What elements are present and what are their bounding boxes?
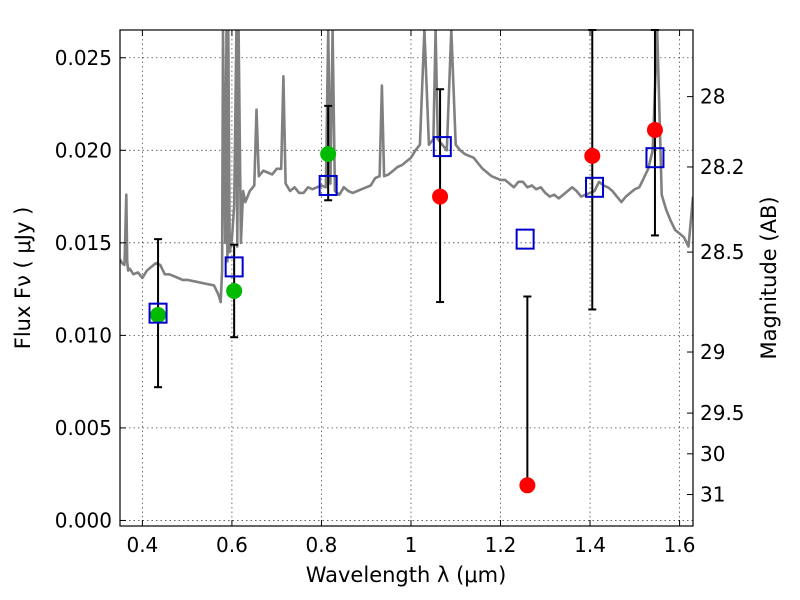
plot-frame	[119, 29, 694, 527]
x-tick-label: 0.6	[216, 533, 248, 557]
y-axis-title: Flux Fν ( μJy )	[11, 207, 35, 350]
y-tick-label: 0.000	[55, 508, 112, 532]
red-data-point	[519, 477, 536, 494]
x-tick-label: 0.8	[306, 533, 338, 557]
y-tick-label: 0.020	[55, 138, 112, 162]
x-tick-label: 1.4	[574, 533, 606, 557]
y2-tick-label: 28.2	[700, 155, 745, 179]
y2-axis-ticks: 28 28.2 28.5 29 29.5 30 31	[687, 85, 745, 507]
y2-axis-title: Magnitude (AB)	[757, 196, 781, 359]
y2-tick-label: 28.5	[700, 240, 745, 264]
y2-tick-label: 30	[700, 442, 725, 466]
green-data-point	[320, 146, 337, 162]
red-data-point	[646, 121, 663, 138]
y-tick-label: 0.005	[55, 416, 112, 440]
model-band-square	[318, 174, 338, 196]
y-tick-label: 0.015	[55, 231, 112, 255]
data-markers	[148, 121, 665, 494]
red-data-point	[432, 188, 449, 205]
model-band-square	[224, 256, 244, 278]
green-data-point	[150, 307, 167, 324]
y2-tick-label: 28	[700, 85, 725, 109]
x-axis-title: Wavelength λ (μm)	[306, 563, 507, 587]
red-data-point	[584, 147, 601, 164]
y2-tick-label: 29.5	[700, 401, 745, 425]
x-tick-label: 0.4	[126, 533, 158, 557]
y2-tick-label: 31	[700, 483, 725, 507]
x-tick-label: 1	[405, 533, 418, 557]
y-tick-label: 0.010	[55, 323, 112, 347]
model-spectrum	[120, 30, 693, 304]
model-band-square	[432, 136, 452, 158]
y-axis-ticks: 0.000 0.005 0.010 0.015 0.020 0.025	[55, 46, 126, 532]
model-band-square	[585, 176, 605, 198]
x-tick-label: 1.6	[664, 533, 696, 557]
model-band-square	[148, 302, 168, 324]
model-band-square	[645, 147, 665, 169]
y2-tick-label: 29	[700, 340, 725, 364]
x-tick-label: 1.2	[485, 533, 517, 557]
model-band-square	[515, 228, 535, 250]
green-data-point	[226, 282, 243, 299]
y-tick-label: 0.025	[55, 46, 112, 70]
model-spectrum-line	[120, 30, 693, 304]
x-axis-ticks: 0.4 0.6 0.8 1 1.2 1.4 1.6	[126, 30, 695, 557]
